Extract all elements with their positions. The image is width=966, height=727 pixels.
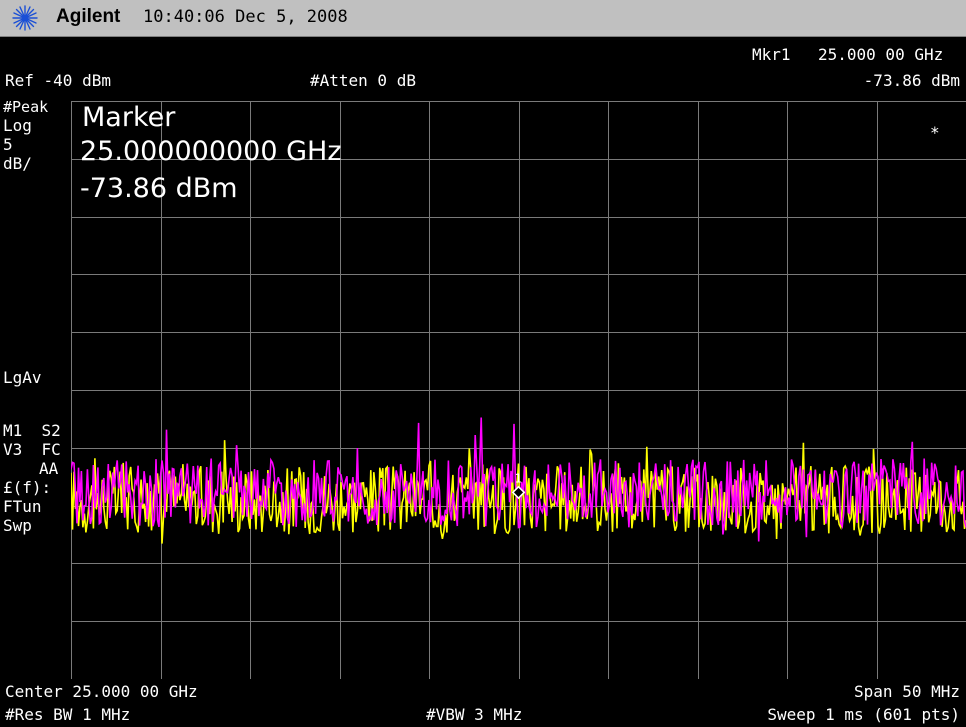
sweep-time: Sweep 1 ms (601 pts) [767,705,960,724]
date: Dec 5, 2008 [235,7,348,27]
asterisk-indicator: * [930,123,940,142]
trace-aa: AA [39,459,59,478]
freq-tune: FTun [3,497,42,516]
attenuation: #Atten 0 dB [310,71,416,90]
trace-magenta [71,417,966,542]
marker-1-diamond: 1 [511,471,526,500]
video-bandwidth: #VBW 3 MHz [426,705,523,724]
marker-label: Mkr1 [752,45,791,64]
reference-level: Ref -40 dBm [5,71,111,90]
clock: 10:40:06 Dec 5, 2008 [143,7,348,27]
agilent-spark-icon [12,5,38,31]
marker-readout-amplitude: -73.86 dBm [80,173,238,204]
resolution-bandwidth: #Res BW 1 MHz [5,705,131,724]
scale-type: Log [3,116,32,135]
average-type: LgAv [3,368,42,387]
source-function: £(f): [3,478,52,497]
detector-mode: #Peak [3,98,49,116]
marker-amplitude-readout: -73.86 dBm [863,71,960,90]
scale-value: 5 [3,135,13,154]
center-frequency: Center 25.000 00 GHz [5,682,198,701]
marker-frequency-readout: 25.000 00 GHz [818,45,944,64]
span: Span 50 MHz [854,682,960,701]
sweep-label: Swp [3,516,32,535]
trace-m1-s2: M1 S2 [3,421,61,440]
marker-diamond-shape [511,485,526,500]
scale-unit: dB/ [3,154,32,173]
time: 10:40:06 [143,7,225,27]
marker-readout-title: Marker [82,102,176,133]
brand-name: Agilent [56,6,121,27]
title-bar: Agilent 10:40:06 Dec 5, 2008 [0,0,966,37]
marker-number: 1 [515,471,522,485]
trace-v3-fc: V3 FC [3,440,61,459]
spectrum-graticule: 1 [71,101,966,679]
marker-readout-frequency: 25.000000000 GHz [80,136,342,167]
